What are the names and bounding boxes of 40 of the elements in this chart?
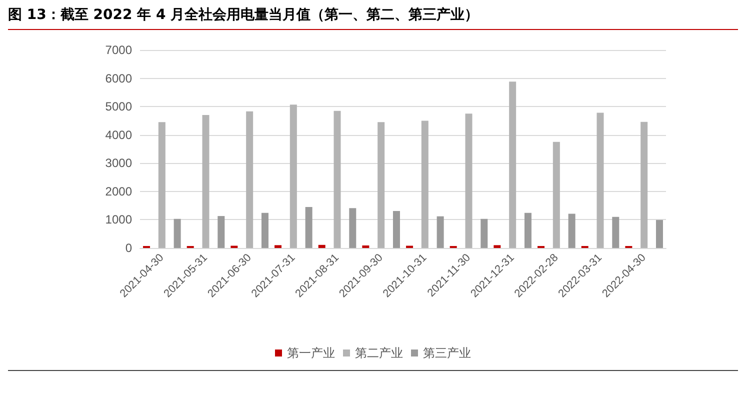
bar (261, 212, 268, 248)
bar (612, 216, 620, 248)
bar (202, 115, 210, 248)
legend-label: 第二产业 (355, 346, 403, 360)
bar (480, 218, 488, 248)
bar (158, 122, 166, 248)
bar (174, 218, 181, 248)
bar (436, 216, 444, 248)
bar (334, 110, 341, 248)
bar (524, 212, 532, 248)
bar (640, 122, 648, 248)
bar (290, 104, 297, 248)
y-tick-label: 4000 (105, 128, 132, 142)
bar (596, 112, 604, 248)
y-tick-label: 5000 (105, 100, 132, 114)
legend-label: 第三产业 (423, 346, 471, 360)
bar (274, 245, 282, 248)
y-tick-label: 2000 (105, 184, 132, 198)
bar (568, 214, 576, 248)
bar (378, 122, 385, 248)
legend-label: 第一产业 (287, 346, 335, 360)
chart-title: 图 13：截至 2022 年 4 月全社会用电量当月值（第一、第二、第三产业） (8, 6, 738, 30)
bar (246, 111, 254, 248)
bar (362, 245, 370, 248)
bar (392, 210, 400, 248)
bar (465, 114, 472, 248)
bar (305, 206, 312, 248)
bar (509, 82, 516, 248)
y-tick-label: 1000 (105, 212, 132, 227)
bar (218, 216, 225, 248)
y-tick-label: 0 (125, 241, 132, 255)
bar (421, 120, 428, 248)
bar (494, 245, 501, 248)
bar (349, 208, 356, 248)
bar (656, 220, 663, 248)
bar (552, 142, 560, 248)
y-tick-label: 3000 (105, 156, 132, 170)
y-tick-label: 7000 (105, 43, 132, 57)
y-tick-label: 6000 (105, 71, 132, 86)
bar (318, 244, 326, 248)
